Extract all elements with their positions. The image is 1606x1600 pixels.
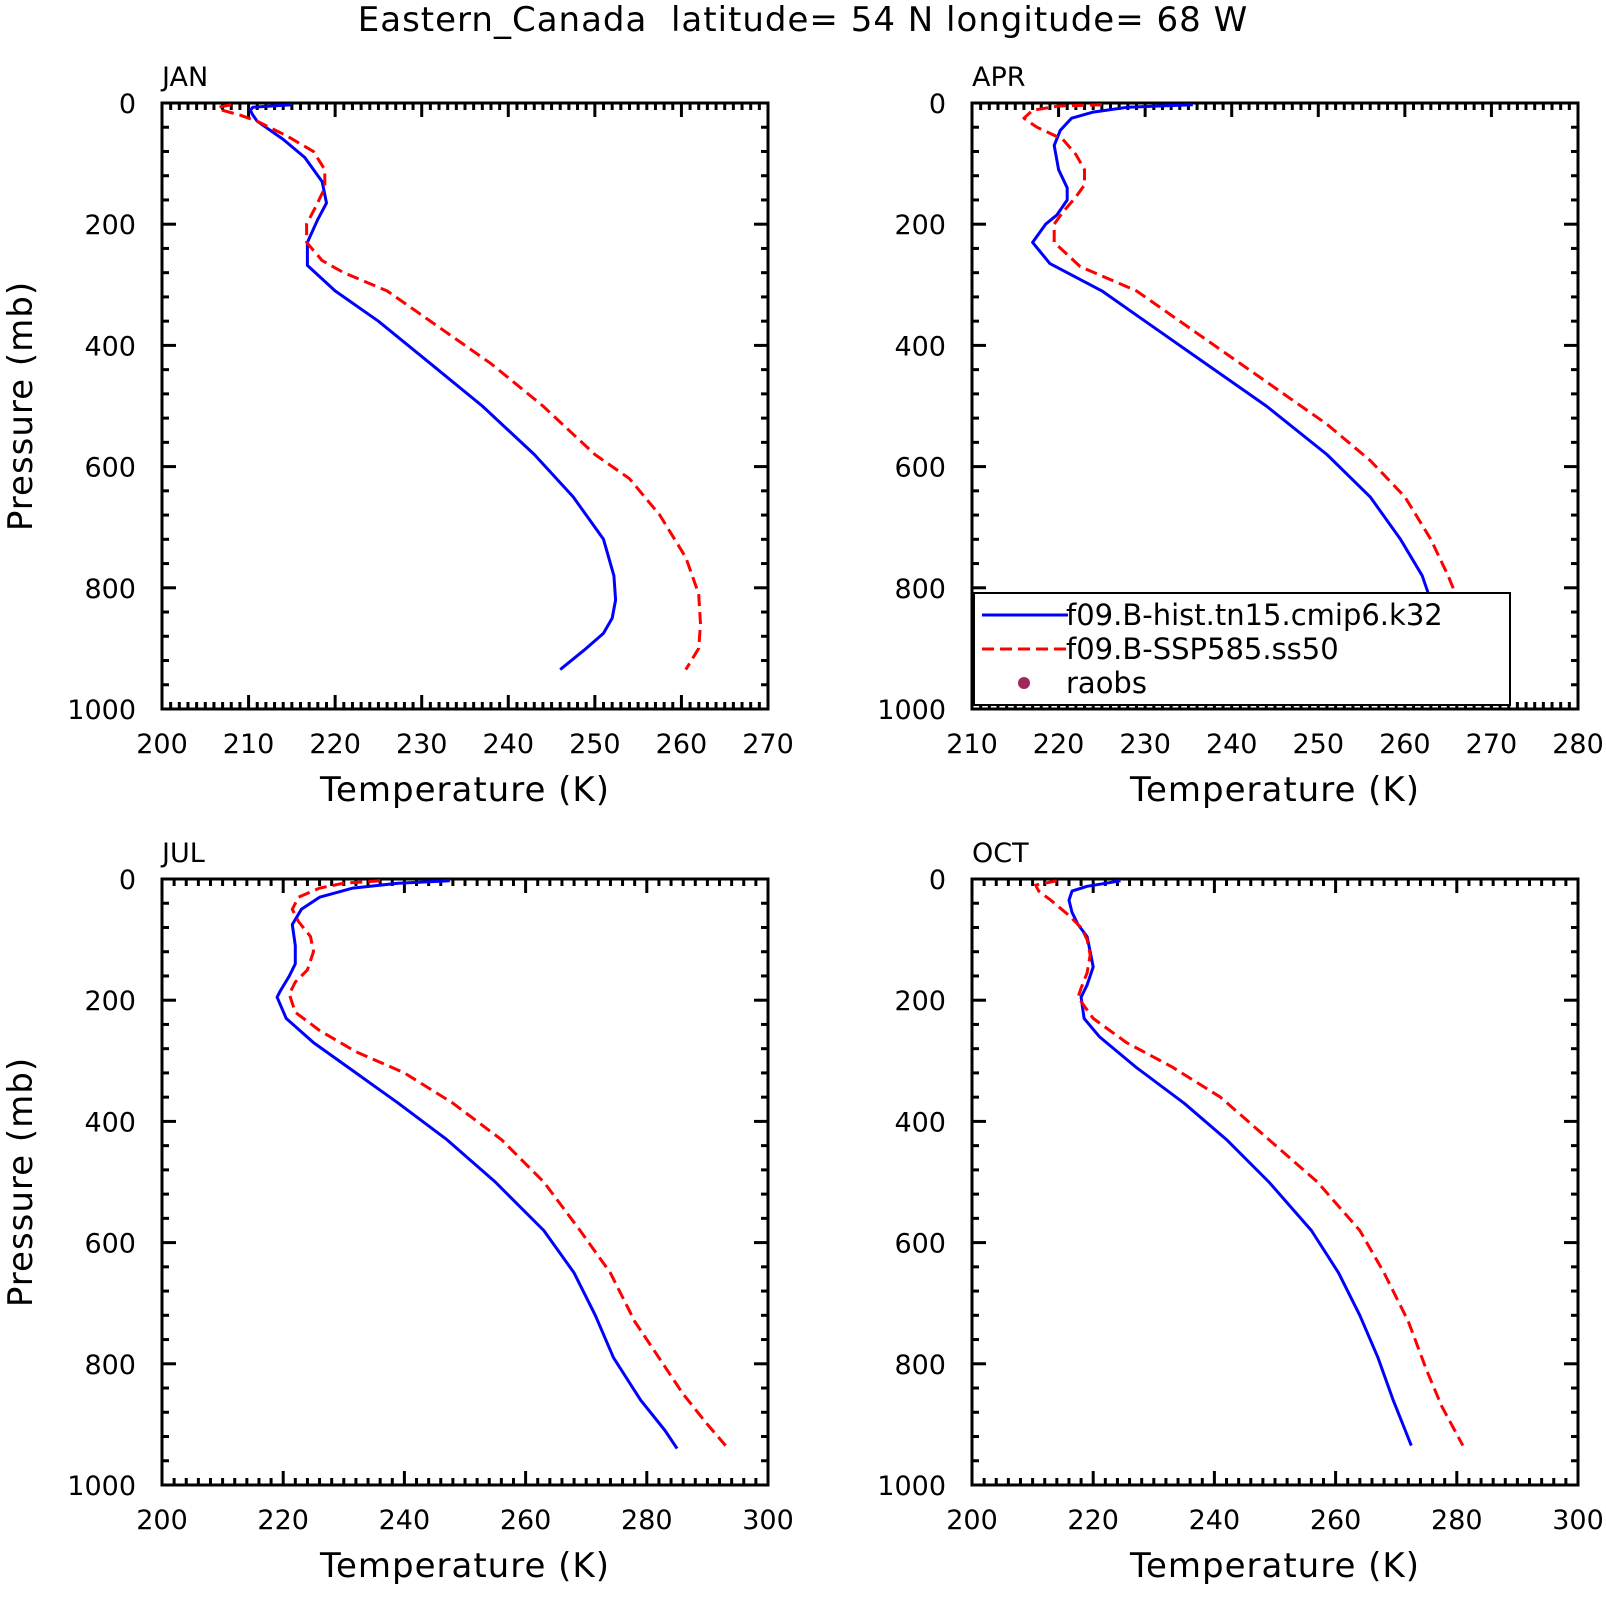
y-tick-label: 600: [894, 453, 946, 484]
panel-title: JUL: [160, 838, 205, 869]
series-line-ssp585: [1034, 879, 1465, 1447]
y-tick-label: 0: [929, 89, 946, 120]
plot-frame: [970, 877, 1580, 1487]
x-tick-label: 270: [1466, 729, 1518, 760]
x-tick-label: 210: [223, 729, 275, 760]
y-tick-label: 600: [894, 1229, 946, 1260]
y-tick-label: 400: [894, 1107, 946, 1138]
x-axis-label: Temperature (K): [319, 770, 610, 810]
panel-jan: 200 210 220 230 240 250 260 270 0 200 400 600 800 100…: [1, 62, 794, 810]
panels: 200 210 220 230 240 250 260 270 0 200 400 600 800 100…: [1, 62, 1604, 1586]
panel-title: JAN: [160, 62, 208, 93]
legend-item: f09.B-hist.tn15.cmip6.k32: [982, 598, 1443, 632]
x-tick-label: 230: [396, 729, 448, 760]
x-tick-label: 220: [1033, 729, 1085, 760]
y-tick-label: 1000: [877, 1471, 946, 1502]
x-tick-label: 260: [1379, 729, 1431, 760]
legend-item: f09.B-SSP585.ss50: [982, 632, 1339, 666]
panel-oct: 200 220 240 260 280 300 0 200 400 600 800 1000 Tempe…: [877, 838, 1603, 1586]
y-tick-label: 0: [929, 865, 946, 896]
x-tick-label: 240: [379, 1505, 431, 1536]
y-tick-label: 200: [894, 986, 946, 1017]
legend-label: raobs: [1066, 666, 1147, 700]
x-tick-label: 280: [1431, 1505, 1483, 1536]
x-tick-label: 260: [500, 1505, 552, 1536]
legend-marker-raobs: [1018, 677, 1030, 689]
y-tick-label: 1000: [877, 695, 946, 726]
series-line-hist: [1031, 103, 1459, 671]
plot-frame: [160, 101, 770, 711]
panel-jul: 200 220 240 260 280 300 0 200 400 600 800 1000 Tempe…: [1, 838, 794, 1586]
panel-title: OCT: [972, 838, 1029, 869]
y-tick-label: 0: [119, 865, 136, 896]
y-tick-label: 200: [84, 986, 136, 1017]
x-axis-label: Temperature (K): [1129, 1546, 1420, 1586]
x-tick-label: 200: [136, 1505, 188, 1536]
plot-frame: [160, 877, 770, 1487]
x-tick-label: 240: [1206, 729, 1258, 760]
x-tick-label: 270: [742, 729, 794, 760]
y-tick-label: 800: [894, 1350, 946, 1381]
x-tick-label: 200: [946, 1505, 998, 1536]
y-tick-label: 400: [84, 331, 136, 362]
y-tick-label: 200: [84, 210, 136, 241]
y-tick-label: 1000: [67, 695, 136, 726]
tick-marks: [160, 101, 770, 711]
x-tick-label: 240: [483, 729, 535, 760]
x-tick-label: 300: [1552, 1505, 1604, 1536]
y-tick-label: 0: [119, 89, 136, 120]
y-tick-label: 800: [894, 574, 946, 605]
y-tick-label: 800: [84, 574, 136, 605]
legend: f09.B-hist.tn15.cmip6.k32f09.B-SSP585.ss…: [973, 592, 1511, 706]
x-tick-label: 210: [946, 729, 998, 760]
x-tick-label: 260: [656, 729, 708, 760]
x-tick-label: 220: [257, 1505, 309, 1536]
y-tick-label: 200: [894, 210, 946, 241]
y-tick-label: 400: [894, 331, 946, 362]
x-tick-label: 250: [1293, 729, 1345, 760]
x-axis-label: Temperature (K): [1129, 770, 1420, 810]
series-line-ssp585: [1022, 103, 1510, 674]
legend-item: raobs: [1018, 666, 1147, 700]
series-line-ssp585: [216, 103, 702, 671]
legend-label: f09.B-hist.tn15.cmip6.k32: [1066, 598, 1443, 632]
series-line-hist: [248, 103, 618, 671]
x-tick-label: 250: [569, 729, 621, 760]
y-tick-label: 600: [84, 1229, 136, 1260]
y-tick-label: 800: [84, 1350, 136, 1381]
panel-title: APR: [972, 62, 1026, 93]
x-tick-label: 300: [742, 1505, 794, 1536]
x-tick-label: 230: [1119, 729, 1171, 760]
x-tick-label: 240: [1189, 1505, 1241, 1536]
tick-marks: [160, 877, 770, 1487]
x-tick-label: 200: [136, 729, 188, 760]
x-tick-label: 280: [1552, 729, 1604, 760]
x-axis-label: Temperature (K): [319, 1546, 610, 1586]
x-tick-label: 260: [1310, 1505, 1362, 1536]
y-axis-label: Pressure (mb): [1, 1057, 41, 1307]
y-tick-label: 600: [84, 453, 136, 484]
x-tick-label: 220: [309, 729, 361, 760]
series-line-hist: [275, 879, 679, 1450]
y-tick-label: 400: [84, 1107, 136, 1138]
x-tick-label: 280: [621, 1505, 673, 1536]
y-tick-label: 1000: [67, 1471, 136, 1502]
figure-title: Eastern_Canada latitude= 54 N longitude=…: [358, 0, 1248, 40]
series-line-hist: [1067, 879, 1413, 1447]
series-line-ssp585: [287, 879, 727, 1447]
tick-marks: [970, 877, 1580, 1487]
legend-label: f09.B-SSP585.ss50: [1066, 632, 1339, 666]
x-tick-label: 220: [1067, 1505, 1119, 1536]
y-axis-label: Pressure (mb): [1, 281, 41, 531]
